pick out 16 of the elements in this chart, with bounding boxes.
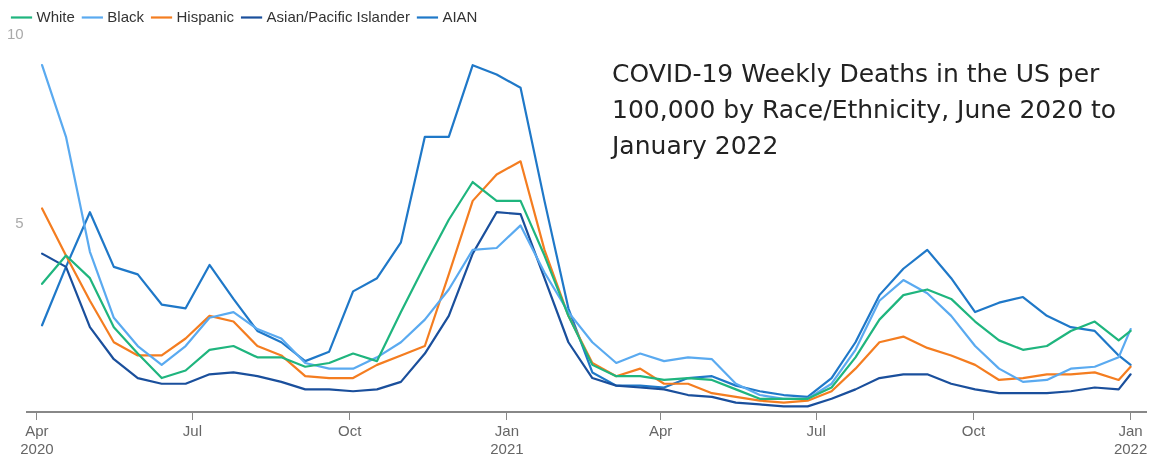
x-tick-label: Apr [649,422,673,440]
legend-label: Asian/Pacific Islander [266,7,410,25]
y-tick-label: 5 [15,213,24,231]
x-tick-label: Jan 2022 [1113,422,1148,458]
x-tick-label: Oct [961,422,986,440]
legend-label: White [36,7,75,25]
x-tick-label: Oct [337,422,363,440]
legend-label: AIAN [442,7,478,25]
x-tick-label: Jul [806,422,826,440]
y-tick-label: 10 [7,25,24,43]
text: COVID-19 Weekly Deaths in the US per 100,000 by Race/Ethnicity, June 2020 to January 2022 [612,58,1118,162]
legend-label: Black [107,7,145,25]
legend-label: Hispanic [176,7,235,25]
x-tick-label: Jan 2021 [490,422,524,458]
x-tick-label: Apr 2020 [20,422,54,458]
x-tick-label: Jul [182,422,203,440]
